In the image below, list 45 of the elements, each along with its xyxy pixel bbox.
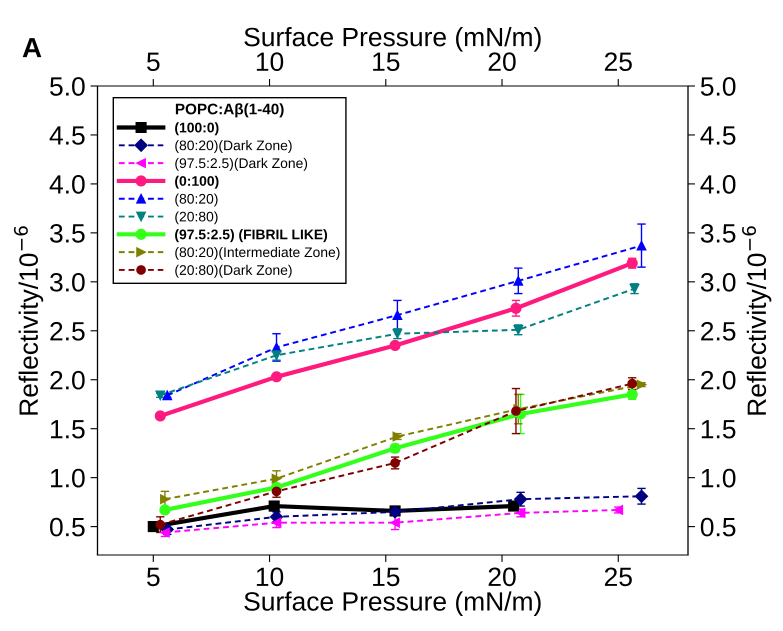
y2-tick-label: 4.0 [700,175,736,194]
y2-tick-label: 3.0 [700,272,736,292]
y2-tick-label: 4.5 [700,126,736,145]
x-tick-label: 5 [147,568,160,586]
legend-label: (80:20)(Dark Zone) [175,140,292,154]
y2-tick-label: 5.0 [700,77,736,96]
y-tick-label: 3.5 [50,224,85,243]
y-tick-label: 4.5 [50,126,85,145]
legend-label: (97.5:2.5)(Dark Zone) [175,158,308,171]
x2-tick-label: 10 [256,52,284,72]
y-tick-label: 1.5 [51,420,85,439]
x-tick-label: 10 [256,568,284,586]
x-tick-label: 25 [604,568,632,586]
y-tick-label: 1.0 [51,468,85,488]
x-tick-label: 15 [373,568,400,586]
legend-label: (20:80) [175,211,218,224]
legend-label: (80:20) [175,194,218,206]
x2-tick-label: 25 [604,52,632,72]
y-axis-title: Reflectivity/10$^{−6}$ [14,226,44,415]
x2-axis-title: Surface Pressure (mN/m) [244,27,541,52]
x-tick-label: 20 [488,568,516,586]
text: A [22,38,42,58]
y-tick-label: 2.5 [50,322,85,341]
y-tick-label: 0.5 [50,518,85,536]
y2-tick-label: 3.5 [700,224,736,243]
legend-title: POPC:Aβ(1-40) [176,103,284,118]
legend-label: (0:100) [175,176,218,189]
legend-label: (97.5:2.5) (FIBRIL LIKE) [175,229,328,242]
x2-tick-label: 5 [147,52,160,72]
y2-tick-label: 1.5 [702,420,736,439]
y-tick-label: 5.0 [50,77,85,96]
legend-label: (100:0) [175,122,218,136]
y2-axis-title: Reflectivity/10$^{−6}$ [742,226,772,415]
x2-tick-label: 15 [373,52,400,72]
x-axis-title: Surface Pressure (mN/m) [244,591,541,616]
y2-tick-label: 2.0 [701,370,736,390]
y2-tick-label: 1.0 [702,468,736,488]
y-tick-label: 3.0 [50,272,85,292]
y-tick-label: 4.0 [50,175,85,194]
y2-tick-label: 0.5 [700,518,736,536]
y-tick-label: 2.0 [50,370,85,390]
legend-label: (80:20)(Intermediate Zone) [175,246,340,260]
legend-label: (20:80)(Dark Zone) [175,264,292,278]
y2-tick-label: 2.5 [701,322,736,341]
x2-tick-label: 20 [488,52,516,72]
